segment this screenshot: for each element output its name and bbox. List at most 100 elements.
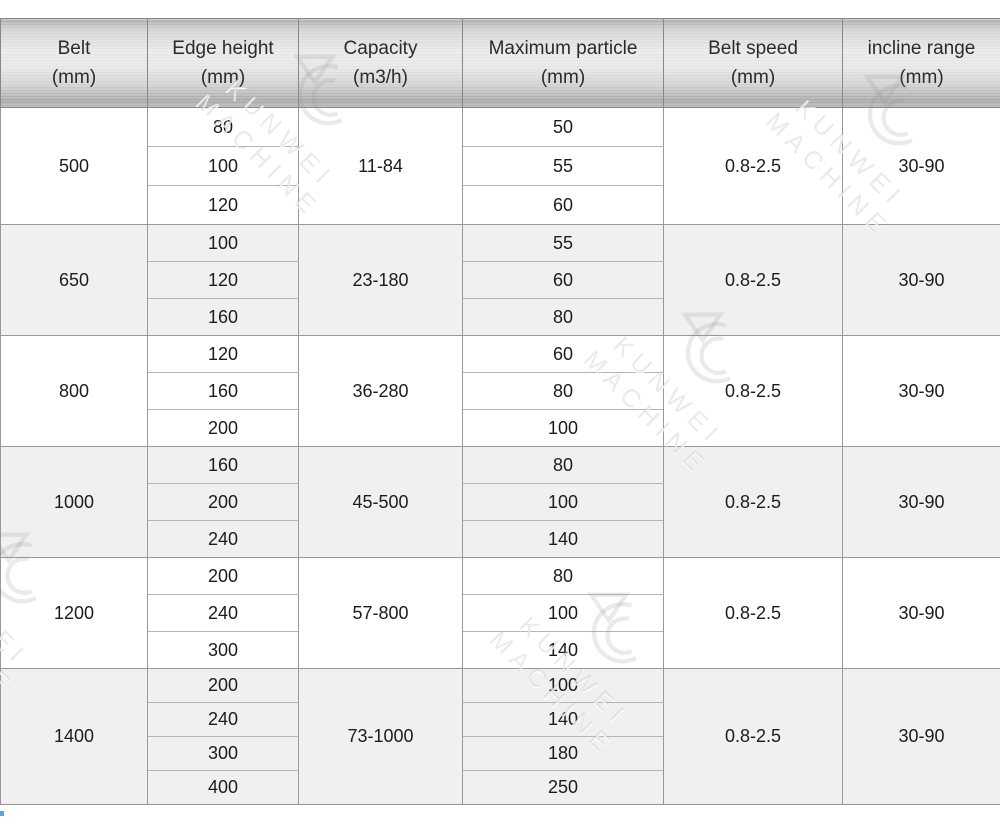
- table-row: 650 100 23-180 55 0.8-2.5 30-90: [0, 224, 1000, 336]
- col-unit: (mm): [51, 67, 97, 88]
- belt-speed-cell: 0.8-2.5: [663, 668, 843, 805]
- table-row: 300 180: [1, 736, 1000, 771]
- max-particle-cell: 100: [462, 409, 664, 447]
- capacity-cell: 36-280: [298, 335, 463, 447]
- belt-speed-cell: 0.8-2.5: [663, 446, 843, 558]
- edge-height-cell: 400: [147, 770, 299, 805]
- capacity-cell: 73-1000: [298, 668, 463, 805]
- col-unit: (mm): [540, 67, 586, 88]
- max-particle-cell: 250: [462, 770, 664, 805]
- edge-height-cell: 160: [147, 446, 299, 484]
- col-header-belt-speed: Belt speed (mm): [663, 18, 843, 108]
- table-row: 240 140: [1, 702, 1000, 737]
- col-unit: (mm): [730, 67, 776, 88]
- belt-speed-cell: 0.8-2.5: [663, 107, 843, 225]
- spec-table: Belt (mm) Edge height (mm) Capacity (m3/…: [0, 18, 1000, 805]
- table-row: 120 60: [1, 185, 1000, 225]
- incline-range-cell: 30-90: [842, 557, 1000, 669]
- table-row: 400 250: [1, 770, 1000, 805]
- max-particle-cell: 140: [462, 631, 664, 669]
- max-particle-cell: 55: [462, 224, 664, 262]
- edge-height-cell: 200: [147, 483, 299, 521]
- table-row: 120 60: [1, 261, 1000, 299]
- stray-mark: [0, 811, 4, 816]
- table-row: 800 120 36-280 60 0.8-2.5 30-90: [0, 335, 1000, 447]
- col-unit: (mm): [200, 67, 246, 88]
- edge-height-cell: 200: [147, 557, 299, 595]
- edge-height-cell: 300: [147, 631, 299, 669]
- incline-range-cell: 30-90: [842, 668, 1000, 805]
- edge-height-cell: 160: [147, 298, 299, 336]
- max-particle-cell: 80: [462, 372, 664, 410]
- col-unit: (mm): [899, 67, 944, 88]
- edge-height-cell: 120: [147, 335, 299, 373]
- table-row: 500 80 11-84 50 0.8-2.5 30-90: [0, 107, 1000, 225]
- edge-height-cell: 240: [147, 594, 299, 632]
- edge-height-cell: 240: [147, 520, 299, 558]
- max-particle-cell: 100: [462, 594, 664, 632]
- edge-height-cell: 200: [147, 409, 299, 447]
- col-label: Belt: [57, 37, 91, 59]
- col-label: Capacity: [343, 37, 418, 59]
- table-row: 160 80: [1, 298, 1000, 336]
- col-label: Belt speed: [708, 37, 798, 59]
- edge-height-cell: 200: [147, 668, 299, 703]
- incline-range-cell: 30-90: [842, 224, 1000, 336]
- table-row: 160 80: [1, 372, 1000, 410]
- edge-height-cell: 240: [147, 702, 299, 737]
- col-label: incline range: [867, 37, 976, 59]
- max-particle-cell: 60: [462, 335, 664, 373]
- max-particle-cell: 80: [462, 557, 664, 595]
- edge-height-cell: 300: [147, 736, 299, 771]
- capacity-cell: 23-180: [298, 224, 463, 336]
- edge-height-cell: 120: [147, 261, 299, 299]
- belt-cell: 650: [0, 224, 148, 336]
- table-row: 1200 200 57-800 80 0.8-2.5 30-90: [0, 557, 1000, 669]
- max-particle-cell: 100: [462, 668, 664, 703]
- table-row: 300 140: [1, 631, 1000, 669]
- table-row: 100 55: [1, 146, 1000, 186]
- belt-speed-cell: 0.8-2.5: [663, 335, 843, 447]
- max-particle-cell: 140: [462, 520, 664, 558]
- capacity-cell: 57-800: [298, 557, 463, 669]
- table-row: 1000 160 45-500 80 0.8-2.5 30-90: [0, 446, 1000, 558]
- belt-cell: 800: [0, 335, 148, 447]
- incline-range-cell: 30-90: [842, 446, 1000, 558]
- edge-height-cell: 100: [147, 146, 299, 186]
- incline-range-cell: 30-90: [842, 335, 1000, 447]
- max-particle-cell: 140: [462, 702, 664, 737]
- col-header-incline-range: incline range (mm): [842, 18, 1000, 108]
- belt-cell: 1000: [0, 446, 148, 558]
- col-header-edge-height: Edge height (mm): [147, 18, 299, 108]
- belt-speed-cell: 0.8-2.5: [663, 224, 843, 336]
- max-particle-cell: 50: [462, 107, 664, 147]
- table-row: 200 100: [1, 409, 1000, 447]
- header-row: Belt (mm) Edge height (mm) Capacity (m3/…: [0, 18, 1000, 108]
- edge-height-cell: 80: [147, 107, 299, 147]
- max-particle-cell: 80: [462, 446, 664, 484]
- belt-cell: 1200: [0, 557, 148, 669]
- table-row: 240 140: [1, 520, 1000, 558]
- col-label: Edge height: [172, 37, 274, 59]
- table-row: 200 100: [1, 483, 1000, 521]
- edge-height-cell: 100: [147, 224, 299, 262]
- max-particle-cell: 100: [462, 483, 664, 521]
- max-particle-cell: 80: [462, 298, 664, 336]
- col-header-belt: Belt (mm): [0, 18, 148, 108]
- col-header-maximum-particle: Maximum particle (mm): [462, 18, 664, 108]
- capacity-cell: 45-500: [298, 446, 463, 558]
- col-unit: (m3/h): [353, 67, 408, 88]
- belt-cell: 1400: [0, 668, 148, 805]
- col-header-capacity: Capacity (m3/h): [298, 18, 463, 108]
- max-particle-cell: 60: [462, 185, 664, 225]
- edge-height-cell: 120: [147, 185, 299, 225]
- col-label: Maximum particle: [488, 37, 638, 59]
- max-particle-cell: 180: [462, 736, 664, 771]
- incline-range-cell: 30-90: [842, 107, 1000, 225]
- max-particle-cell: 55: [462, 146, 664, 186]
- spec-table-body: 500 80 11-84 50 0.8-2.5 30-90 100 55 120 60 650 100…: [0, 107, 1000, 805]
- belt-speed-cell: 0.8-2.5: [663, 557, 843, 669]
- capacity-cell: 11-84: [298, 107, 463, 225]
- max-particle-cell: 60: [462, 261, 664, 299]
